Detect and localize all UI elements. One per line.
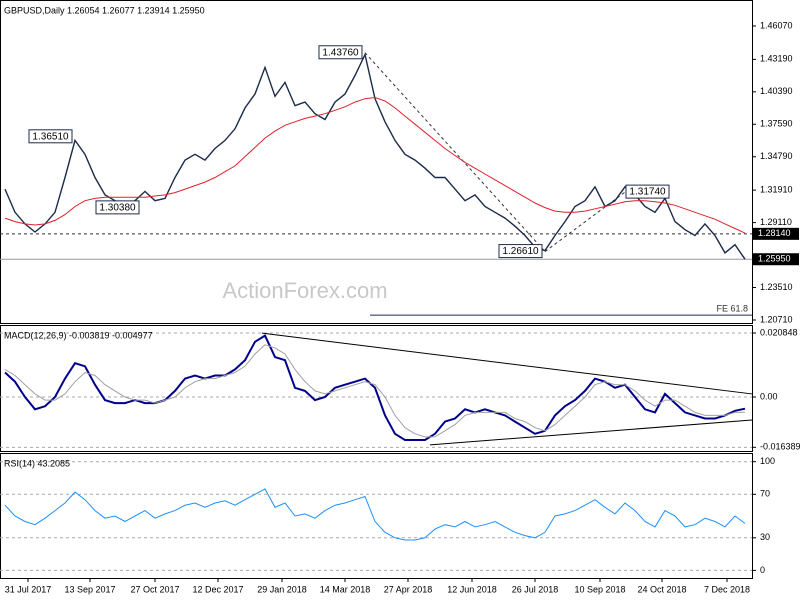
y-tick-label: 1.20710: [760, 314, 793, 324]
annotation-box: [28, 129, 73, 144]
swing-line: [364, 52, 546, 252]
y-tick-label: 30: [760, 532, 770, 542]
price-level-box: [753, 227, 799, 240]
annotation-label: 1.31740: [629, 187, 666, 198]
y-tick-label: 1.43190: [760, 54, 793, 64]
y-tick-label: 70: [760, 489, 770, 499]
y-tick-label: -0.016389: [760, 442, 800, 452]
y-tick-label: 1.40390: [760, 86, 793, 96]
annotation-box: [95, 200, 140, 215]
panel-frame: [0, 453, 753, 579]
annotation-label: 1.30380: [99, 203, 136, 214]
y-tick-label: 1.37590: [760, 119, 793, 129]
annotation-box: [318, 45, 363, 60]
x-tick-label: 29 Jan 2018: [257, 584, 307, 594]
y-tick-label: 1.23510: [760, 282, 793, 292]
trendline: [429, 419, 753, 446]
panel-frame: [0, 325, 753, 452]
series-line: [4, 334, 746, 441]
x-tick-label: 27 Apr 2018: [384, 584, 433, 594]
price-level-label: 1.28140: [758, 228, 791, 238]
fe-label: FE 61.8: [716, 303, 748, 313]
panel-title: RSI(14) 43.2085: [4, 458, 70, 468]
panel-frame: [0, 0, 753, 324]
annotation-box: [498, 244, 543, 259]
x-tick-label: 14 Mar 2018: [320, 584, 371, 594]
x-tick-label: 7 Dec 2018: [704, 584, 750, 594]
series-line: [4, 96, 746, 234]
y-tick-label: 1.31910: [760, 185, 793, 195]
x-tick-label: 26 Jul 2018: [512, 584, 559, 594]
annotation-label: 1.26610: [502, 246, 539, 257]
series-line: [4, 488, 746, 541]
price-level-label: 1.25950: [758, 254, 791, 264]
x-tick-label: 12 Jun 2018: [447, 584, 497, 594]
watermark: ActionForex.com: [222, 278, 387, 303]
swing-line: [544, 191, 626, 252]
y-tick-label: 1.34790: [760, 151, 793, 161]
panel-title: MACD(12,26,9) -0.003819 -0.004977: [4, 330, 153, 340]
x-tick-label: 10 Sep 2018: [574, 584, 625, 594]
x-tick-label: 13 Sep 2017: [64, 584, 115, 594]
trendline: [261, 332, 753, 395]
panel-title: GBPUSD,Daily 1.26054 1.26077 1.23914 1.2…: [4, 5, 205, 15]
x-tick-label: 31 Jul 2017: [5, 584, 52, 594]
price-level-box: [753, 253, 799, 266]
x-tick-label: 24 Oct 2018: [637, 584, 686, 594]
x-tick-label: 27 Oct 2017: [130, 584, 179, 594]
x-tick-label: 12 Dec 2017: [192, 584, 243, 594]
y-tick-label: 1.46070: [760, 20, 793, 30]
y-tick-label: 1.29110: [760, 217, 792, 227]
y-tick-label: 0.00: [760, 391, 778, 401]
annotation-label: 1.43760: [322, 47, 359, 58]
series-line: [4, 344, 746, 438]
y-tick-label: 0.020848: [760, 327, 798, 337]
annotation-box: [625, 184, 670, 199]
y-tick-label: 100: [760, 456, 775, 466]
y-tick-label: 0: [760, 565, 765, 575]
annotation-label: 1.36510: [32, 131, 69, 142]
